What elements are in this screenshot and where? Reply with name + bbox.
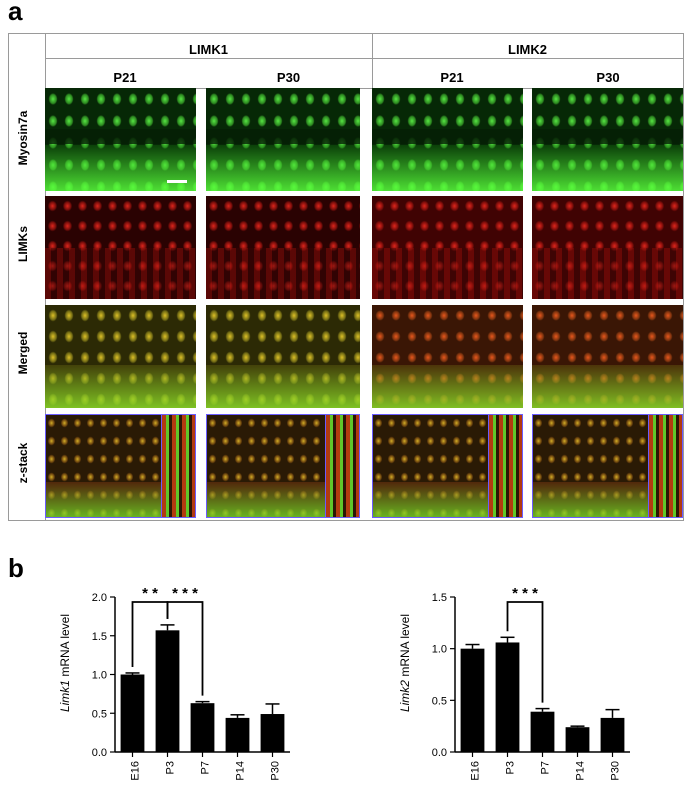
limk1-y-axis-label: Limk1 mRNA level [58,603,72,723]
limk2-xtick-label: P7 [539,761,551,774]
limk2-ytick-label: 0.5 [432,695,447,707]
limk1-significance-stars: * * * [172,585,198,602]
timepoint-header-limk1-p30: P30 [276,70,301,85]
limk1-xtick-label: P30 [269,761,281,781]
limk2-bar-e16 [460,648,485,752]
limk2-ytick-label: 0.0 [432,747,447,759]
limk2-bar-p14 [565,727,590,752]
limk1-xtick-label: P14 [234,761,246,781]
micrograph-merged-limk2-p21 [372,305,523,408]
micrograph-limks-limk1-p21 [45,196,196,299]
limk2-xtick-label: P30 [609,761,621,781]
limk2-bar-p3 [495,642,520,752]
limk1-ytick-label: 1.5 [92,631,107,643]
limk1-bar-p14 [225,717,250,752]
micrograph-zstack-limk1-p30 [206,414,360,518]
limk2-bar-chart: Limk2 mRNA level 0.0 0.5 1.0 1.5 E16 P3 P7 P14 P… [395,570,685,782]
row-label-z-stack: z-stack [16,442,30,484]
limk1-chart-svg: 0.0 0.5 1.0 1.5 2.0 E16 P3 P7 P14 P30 * * * * * [92,585,290,781]
limk1-bar-e16 [120,674,145,752]
limk2-significance-bracket [506,601,544,703]
limk1-gene-name: Limk1 [58,680,72,713]
micrograph-limks-limk1-p30 [206,196,360,299]
limk2-ytick-label: 1.5 [432,592,447,604]
group-header-limk2: LIMK2 [508,42,547,57]
micrograph-zstack-limk2-p21 [372,414,523,518]
limk1-xtick-label: P7 [199,761,211,774]
limk1-xtick-label: P3 [164,761,176,774]
micrograph-myosin7a-limk2-p21 [372,88,523,191]
limk2-gene-name: Limk2 [398,680,412,713]
row-label-limks: LIMKs [16,226,30,262]
micrograph-myosin7a-limk2-p30 [532,88,683,191]
timepoint-header-limk2-p21: P21 [440,70,464,85]
limk2-y-axis-label: Limk2 mRNA level [398,603,412,723]
micrograph-limks-limk2-p30 [532,196,683,299]
micrograph-merged-limk1-p21 [45,305,196,408]
limk2-chart-svg: 0.0 0.5 1.0 1.5 E16 P3 P7 P14 P30 * * * [432,585,630,781]
timepoint-header-limk1-p21: P21 [113,70,137,85]
micrograph-limks-limk2-p21 [372,196,523,299]
limk1-ytick-label: 0.5 [92,708,107,720]
micrograph-merged-limk1-p30 [206,305,360,408]
limk1-significance-stars: * * [142,585,158,602]
limk2-xtick-label: P3 [504,761,516,774]
panel-b-letter: b [8,553,24,583]
limk1-xtick-label: E16 [129,761,141,781]
limk2-significance-stars: * * * [512,585,538,602]
limk1-bar-chart: Limk1 mRNA level 0.0 0.5 1.0 1.5 2.0 E16 P3 P7 P… [55,570,355,782]
row-label-myosin7a: Myosin7a [16,110,30,166]
timepoint-header-limk2-p30: P30 [596,70,620,85]
micrograph-myosin7a-limk1-p30 [206,88,360,191]
limk1-bar-p3 [155,630,180,752]
limk2-ylabel-rest: mRNA level [398,613,412,681]
limk2-bar-p30 [600,717,625,752]
group-header-limk1: LIMK1 [189,42,228,57]
limk1-ylabel-rest: mRNA level [58,613,72,681]
micrograph-zstack-limk1-p21 [45,414,196,518]
micrograph-zstack-limk2-p30 [532,414,683,518]
limk1-significance-bracket [166,601,204,696]
limk1-ytick-label: 0.0 [92,747,107,759]
micrograph-myosin7a-limk1-p21 [45,88,196,191]
limk2-ytick-label: 1.0 [432,644,447,656]
limk1-bar-p30 [260,714,285,752]
scale-bar [167,180,187,183]
micrograph-merged-limk2-p30 [532,305,683,408]
limk2-xtick-label: E16 [469,761,481,781]
limk1-bar-p7 [190,703,215,752]
row-label-merged: Merged [16,331,30,375]
panel-a-letter: a [8,0,23,26]
limk2-bar-p7 [530,711,555,752]
limk2-xtick-label: P14 [574,761,586,781]
limk1-ytick-label: 2.0 [92,592,107,604]
limk1-ytick-label: 1.0 [92,670,107,682]
